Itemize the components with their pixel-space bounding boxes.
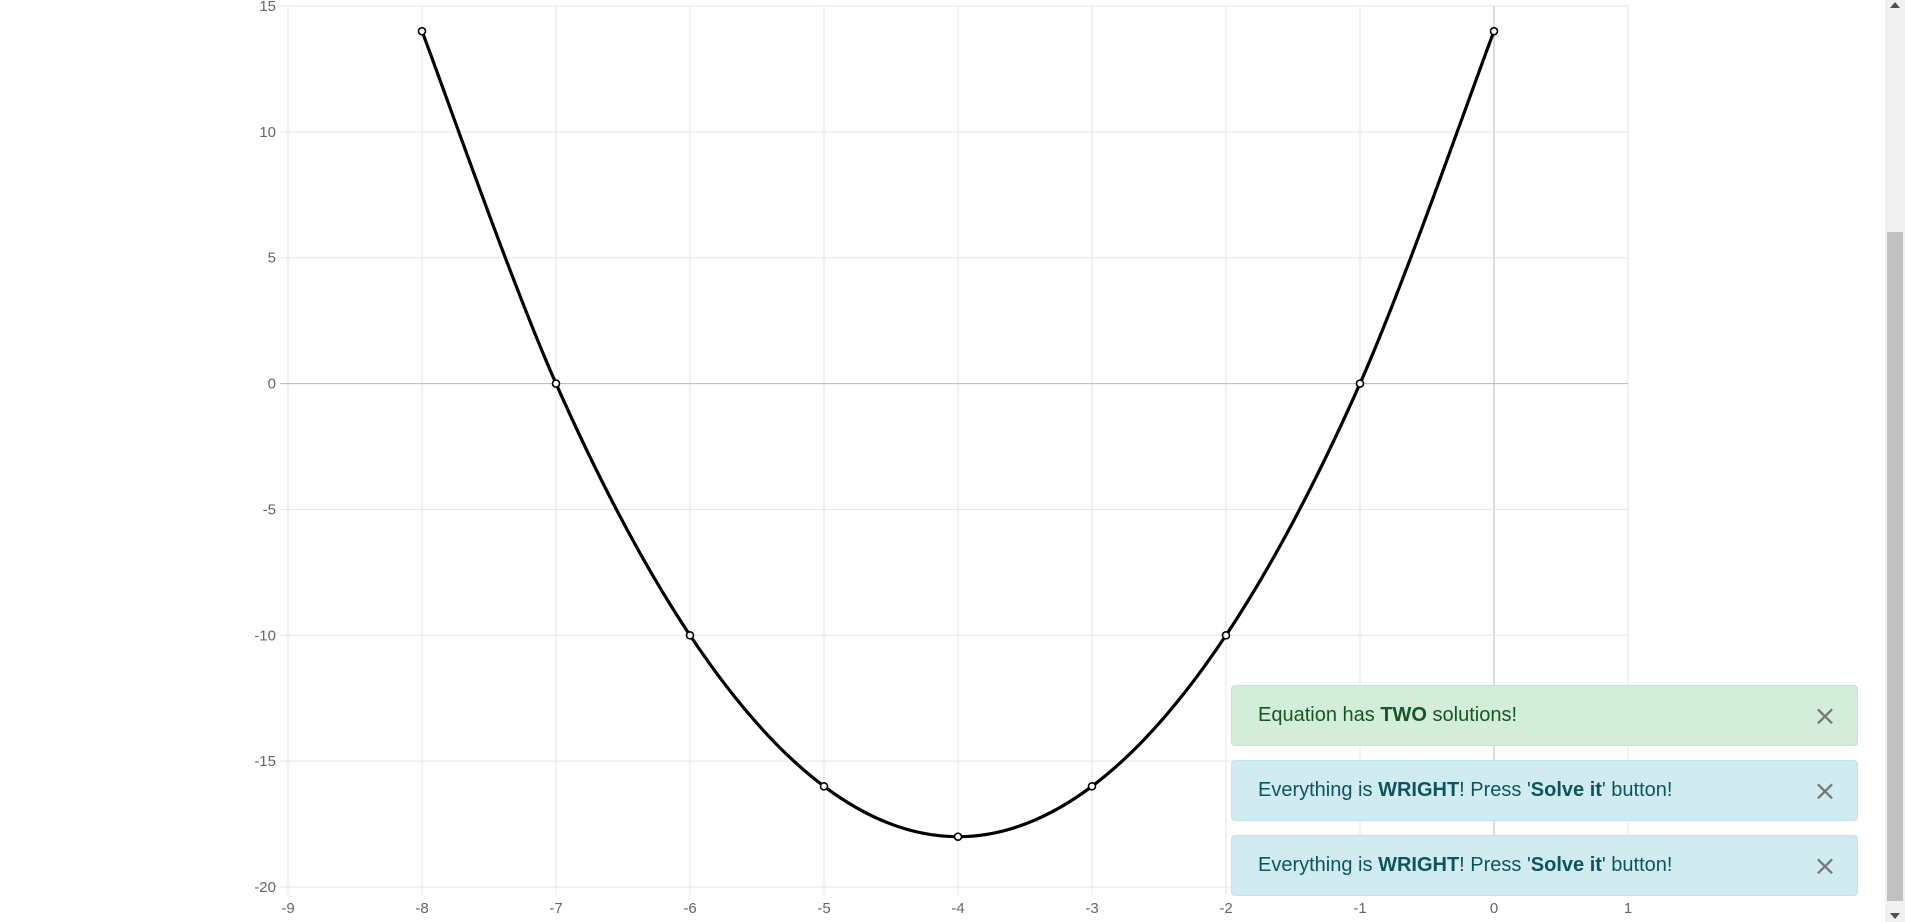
x-tick-label: -7 bbox=[549, 900, 562, 917]
alert-message: Equation has TWO solutions! bbox=[1258, 704, 1518, 726]
chart-grid bbox=[280, 5, 1629, 895]
data-point bbox=[819, 782, 829, 791]
close-icon[interactable]: × bbox=[1813, 774, 1837, 807]
x-tick-label: -3 bbox=[1085, 900, 1098, 917]
x-tick-label: -8 bbox=[415, 900, 428, 917]
y-tick-label: 10 bbox=[259, 124, 276, 141]
alert-message: Everything is WRIGHT! Press 'Solve it' b… bbox=[1258, 779, 1673, 801]
x-tick-label: 1 bbox=[1624, 900, 1632, 917]
alert-success: Equation has TWO solutions! × bbox=[1231, 685, 1858, 746]
x-tick-label: -4 bbox=[951, 900, 964, 917]
x-tick-label: -5 bbox=[817, 900, 830, 917]
data-point bbox=[1087, 782, 1097, 791]
close-icon[interactable]: × bbox=[1813, 699, 1837, 732]
y-tick-label: -5 bbox=[263, 501, 276, 518]
y-tick-label: 15 bbox=[259, 0, 276, 15]
alert-message: Everything is WRIGHT! Press 'Solve it' b… bbox=[1258, 854, 1673, 876]
scroll-thumb[interactable] bbox=[1887, 232, 1903, 901]
data-point bbox=[1221, 630, 1231, 640]
x-tick-label: -9 bbox=[281, 900, 294, 917]
series-points bbox=[417, 26, 1499, 841]
y-tick-label: 0 bbox=[268, 376, 276, 393]
alert-info: Everything is WRIGHT! Press 'Solve it' b… bbox=[1231, 835, 1858, 896]
data-point bbox=[953, 832, 963, 841]
y-tick-label: -10 bbox=[254, 627, 276, 644]
alert-info: Everything is WRIGHT! Press 'Solve it' b… bbox=[1231, 760, 1858, 821]
data-point bbox=[685, 630, 695, 640]
data-point bbox=[1489, 26, 1499, 36]
data-point bbox=[1355, 379, 1365, 388]
scroll-down-arrow-icon[interactable] bbox=[1890, 913, 1900, 919]
data-point bbox=[417, 26, 427, 36]
y-tick-label: -20 bbox=[254, 879, 276, 896]
close-icon[interactable]: × bbox=[1813, 849, 1837, 882]
x-tick-label: -1 bbox=[1353, 900, 1366, 917]
x-tick-label: 0 bbox=[1490, 900, 1498, 917]
vertical-scrollbar[interactable] bbox=[1885, 0, 1905, 922]
data-point bbox=[551, 379, 561, 388]
y-tick-label: 5 bbox=[268, 250, 276, 267]
x-tick-label: -6 bbox=[683, 900, 696, 917]
scroll-up-arrow-icon[interactable] bbox=[1890, 2, 1900, 8]
y-tick-label: -15 bbox=[254, 753, 276, 770]
x-tick-label: -2 bbox=[1219, 900, 1232, 917]
